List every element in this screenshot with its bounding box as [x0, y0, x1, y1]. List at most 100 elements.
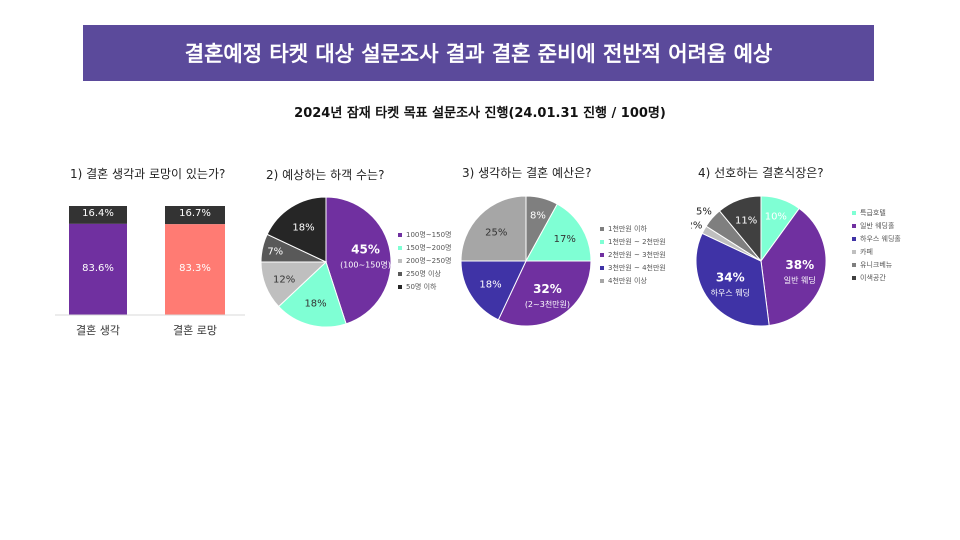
- bar-label-bottom-0: 83.6%: [82, 263, 114, 274]
- legend-swatch: [852, 249, 856, 254]
- pie-data-sublabel: 일반 웨딩: [784, 275, 816, 285]
- bar-label-top-0: 16.4%: [82, 208, 114, 219]
- legend-swatch: [852, 223, 856, 228]
- legend-label: 250명 이상: [406, 269, 441, 278]
- bar-segment-no-plan: [69, 206, 127, 224]
- pie-data-sublabel: 하우스 웨딩: [711, 287, 750, 297]
- page-title: 결혼예정 타켓 대상 설문조사 결과 결혼 준비에 전반적 어려움 예상: [184, 42, 773, 66]
- legend-item: 이색공간: [852, 271, 901, 284]
- legend-swatch: [398, 245, 402, 250]
- pie-data-sublabel: (2~3천만원): [525, 299, 570, 309]
- legend-label: 유니크베뉴: [860, 260, 893, 269]
- chart2-pie: 45% (100~150명) 18% 12% 7% 18%: [260, 196, 392, 328]
- pie-data-label: 18%: [292, 223, 314, 234]
- pie-data-label: 10%: [765, 211, 787, 222]
- pie-data-label: 25%: [485, 227, 507, 238]
- pie-data-label: 38%: [785, 258, 814, 272]
- legend-label: 카페: [860, 247, 873, 256]
- pie-data-label: 12%: [273, 275, 295, 286]
- legend-label: 1천만원 ~ 2천만원: [608, 237, 666, 246]
- pie-slice: [718, 195, 762, 263]
- legend-label: 100명~150명: [406, 230, 452, 239]
- legend-item: 하우스 웨딩홀: [852, 232, 901, 245]
- category-label-0: 결혼 생각: [76, 324, 120, 337]
- legend-swatch: [398, 258, 402, 263]
- legend-swatch: [600, 252, 604, 257]
- page-title-banner: 결혼예정 타켓 대상 설문조사 결과 결혼 준비에 전반적 어려움 예상: [83, 25, 874, 81]
- legend-swatch: [398, 284, 402, 289]
- chart3-pie: 8% 17% 32% (2~3천만원) 18% 25%: [460, 195, 592, 327]
- legend-item: 3천만원 ~ 4천만원: [600, 261, 666, 274]
- chart4-pie: 10% 38% 일반 웨딩 34% 하우스 웨딩 2% 5% 11%: [691, 195, 827, 327]
- legend-swatch: [852, 275, 856, 280]
- pie-slice: [266, 196, 327, 263]
- legend-label: 3천만원 ~ 4천만원: [608, 263, 666, 272]
- pie-slice: [460, 260, 527, 321]
- legend-swatch: [852, 236, 856, 241]
- legend-label: 하우스 웨딩홀: [860, 234, 901, 243]
- legend-item: 카페: [852, 245, 901, 258]
- pie-data-label: 32%: [533, 282, 562, 296]
- legend-item: 2천만원 ~ 3천만원: [600, 248, 666, 261]
- legend-item: 50명 이하: [398, 280, 451, 293]
- survey-subtitle: 2024년 잠재 타켓 목표 설문조사 진행(24.01.31 진행 / 100…: [294, 106, 666, 121]
- pie-data-label: 5%: [696, 207, 712, 218]
- pie-data-label: 7%: [267, 247, 283, 258]
- legend-item: 일반 웨딩홀: [852, 219, 901, 232]
- legend-swatch: [600, 239, 604, 244]
- legend-item: 250명 이상: [398, 267, 451, 280]
- legend-label: 200명~250명: [406, 256, 452, 265]
- legend-item: 1천만원 이하: [600, 222, 666, 235]
- bar-label-bottom-1: 83.3%: [179, 263, 211, 274]
- chart2-legend: 100명~150명 150명~200명 200명~250명 250명 이상 50명 이하: [398, 228, 451, 293]
- pie-data-label: 8%: [530, 211, 546, 222]
- legend-swatch: [600, 278, 604, 283]
- legend-label: 이색공간: [860, 273, 886, 282]
- pie-data-sublabel: (100~150명): [340, 260, 391, 270]
- pie-data-label: 18%: [304, 299, 326, 310]
- chart4-title: 4) 선호하는 결혼식장은?: [698, 166, 824, 180]
- legend-item: 유니크베뉴: [852, 258, 901, 271]
- pie-data-label: 11%: [735, 216, 757, 227]
- chart2-title: 2) 예상하는 하객 수는?: [266, 168, 385, 182]
- pie-data-label: 18%: [479, 280, 501, 291]
- legend-label: 4천만원 이상: [608, 276, 647, 285]
- legend-item: 4천만원 이상: [600, 274, 666, 287]
- chart1-stacked-bars: [55, 206, 245, 316]
- pie-data-label: 2%: [691, 220, 702, 231]
- legend-item: 150명~200명: [398, 241, 451, 254]
- legend-swatch: [600, 226, 604, 231]
- legend-swatch: [398, 232, 402, 237]
- legend-item: 1천만원 ~ 2천만원: [600, 235, 666, 248]
- legend-label: 특급호텔: [860, 208, 886, 217]
- bar-segment-marriage-romance: [165, 224, 225, 315]
- chart3-title: 3) 생각하는 결혼 예산은?: [462, 166, 592, 180]
- legend-label: 2천만원 ~ 3천만원: [608, 250, 666, 259]
- pie-data-label: 34%: [716, 270, 745, 284]
- bar-label-top-1: 16.7%: [179, 208, 211, 219]
- legend-item: 특급호텔: [852, 206, 901, 219]
- pie-data-label: 45%: [351, 243, 380, 257]
- category-label-1: 결혼 로망: [173, 324, 217, 337]
- bar-segment-marriage-plan: [69, 223, 127, 315]
- pie-data-label: 17%: [554, 234, 576, 245]
- pie-slice: [277, 261, 347, 328]
- pie-slice: [525, 203, 592, 262]
- pie-slice: [460, 195, 527, 262]
- bar-segment-no-romance: [165, 206, 225, 225]
- legend-swatch: [852, 262, 856, 267]
- chart3-legend: 1천만원 이하 1천만원 ~ 2천만원 2천만원 ~ 3천만원 3천만원 ~ 4천만원…: [600, 222, 666, 287]
- legend-swatch: [398, 271, 402, 276]
- pie-slice: [325, 196, 392, 325]
- legend-label: 150명~200명: [406, 243, 452, 252]
- legend-item: 200명~250명: [398, 254, 451, 267]
- pie-slice: [497, 260, 592, 327]
- legend-label: 일반 웨딩홀: [860, 221, 895, 230]
- legend-item: 100명~150명: [398, 228, 451, 241]
- pie-slice: [760, 207, 827, 327]
- chart1-title: 1) 결혼 생각과 로망이 있는가?: [70, 167, 226, 181]
- legend-swatch: [600, 265, 604, 270]
- legend-label: 50명 이하: [406, 282, 437, 291]
- legend-label: 1천만원 이하: [608, 224, 647, 233]
